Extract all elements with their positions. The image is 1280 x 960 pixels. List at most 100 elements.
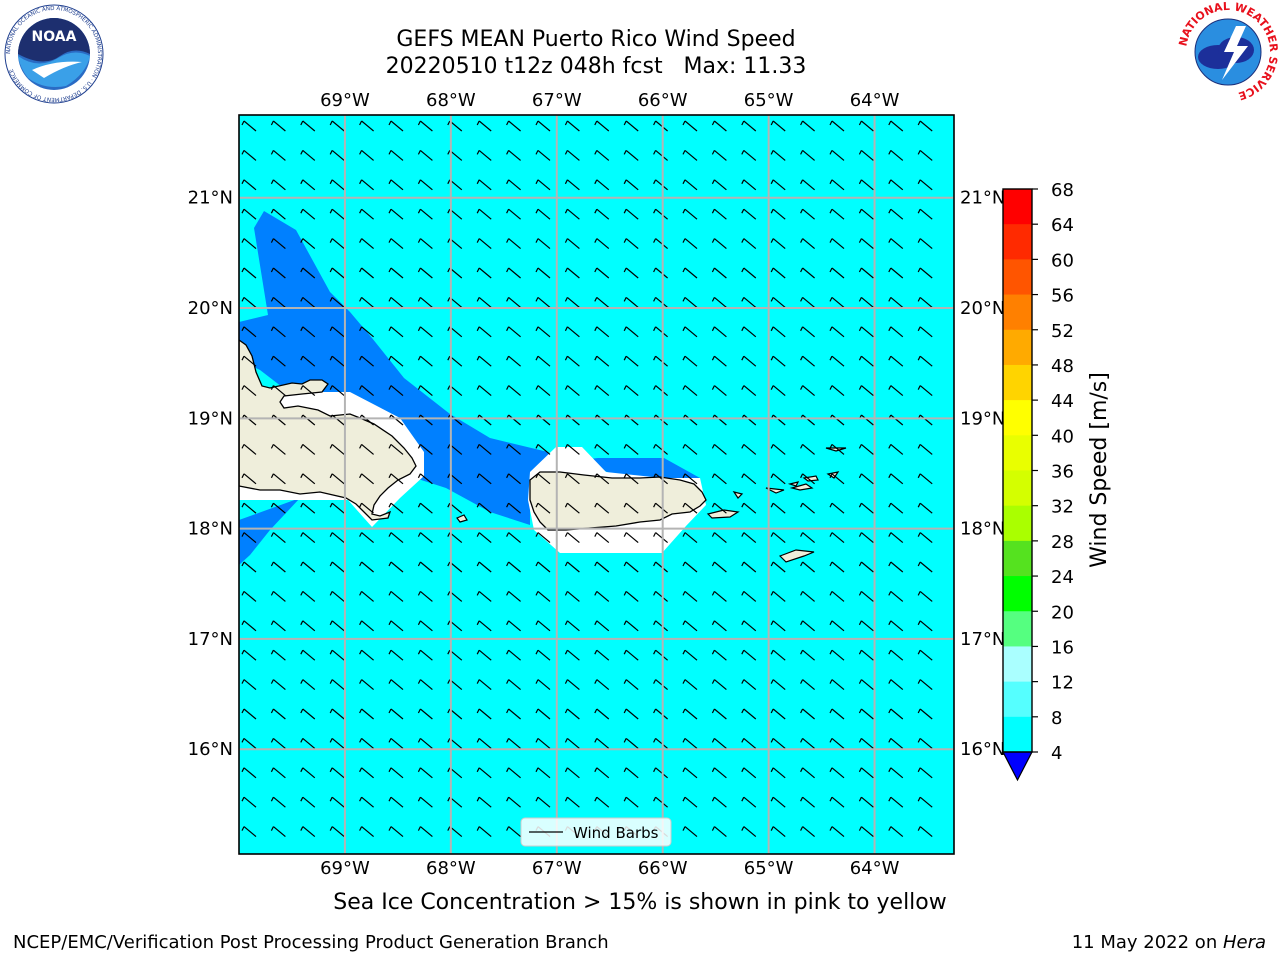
wind-barb <box>594 296 610 308</box>
wind-barb <box>623 385 639 397</box>
wind-barb <box>417 590 433 602</box>
wind-barb <box>388 708 404 720</box>
colorbar-tick-label: 28 <box>1051 532 1074 553</box>
wind-barb <box>888 238 904 250</box>
lat-label-left: 18°N <box>188 519 233 540</box>
wind-barb <box>682 502 698 514</box>
wind-barb <box>564 179 580 191</box>
wind-barb <box>359 179 374 191</box>
wind-barb <box>476 179 492 191</box>
wind-barb <box>506 561 521 573</box>
wind-barb <box>300 679 316 691</box>
wind-barb <box>682 208 698 220</box>
wind-barb <box>270 443 286 455</box>
lon-label-top: 66°W <box>638 90 688 111</box>
wind-barb <box>241 796 257 808</box>
wind-barb <box>417 296 433 308</box>
wind-barb <box>359 238 374 250</box>
wind-barb <box>829 208 845 220</box>
wind-barb <box>329 443 345 455</box>
wind-barb <box>564 767 580 779</box>
footer-host: Hera <box>1222 932 1266 953</box>
wind-barb <box>800 826 815 838</box>
wind-barb <box>476 296 492 308</box>
wind-barb <box>829 590 845 602</box>
wind-barb <box>653 679 668 691</box>
wind-barb <box>800 179 815 191</box>
wind-barb <box>682 620 698 632</box>
wind-barb <box>564 238 580 250</box>
wind-barb <box>829 767 845 779</box>
wind-barb <box>359 737 374 749</box>
wind-barb <box>682 767 698 779</box>
wind-barb <box>564 355 580 367</box>
wind-barb <box>917 679 933 691</box>
wind-barb <box>417 267 433 279</box>
wind-barb <box>506 385 521 397</box>
wind-barb <box>888 149 904 161</box>
wind-barb <box>770 355 786 367</box>
wind-barb <box>653 355 668 367</box>
wind-barb <box>770 296 786 308</box>
wind-barb <box>300 443 316 455</box>
wind-barb <box>858 796 874 808</box>
wind-barb <box>917 620 933 632</box>
wind-barb <box>653 385 668 397</box>
sea-ice-caption: Sea Ice Concentration > 15% is shown in … <box>333 890 947 915</box>
lon-label-top: 67°W <box>532 90 582 111</box>
wind-barb <box>623 149 639 161</box>
wind-barb <box>329 179 345 191</box>
wind-barb <box>711 149 727 161</box>
wind-barb <box>858 120 874 132</box>
colorbar: 68 64 60 56 52 48 44 40 36 32 28 24 20 16 12 8 4 <box>1002 180 1074 782</box>
wind-barb <box>917 296 933 308</box>
wind-barb <box>535 120 551 132</box>
wind-barb <box>770 532 786 544</box>
low-wind-region <box>239 498 300 565</box>
wind-barb <box>888 767 904 779</box>
wind-barb <box>653 796 668 808</box>
wind-barb <box>888 473 904 485</box>
wind-barb <box>270 767 286 779</box>
wind-barb <box>535 179 551 191</box>
wind-barb <box>917 208 933 220</box>
wind-barb <box>564 532 580 544</box>
wind-barb <box>653 296 668 308</box>
wind-barb <box>417 149 433 161</box>
wind-barb <box>359 679 374 691</box>
wind-barb <box>623 443 639 455</box>
wind-barb <box>388 590 404 602</box>
wind-barb <box>888 385 904 397</box>
wind-barb <box>506 737 521 749</box>
wind-barb <box>653 502 668 514</box>
lat-label-right: 21°N <box>960 188 1005 209</box>
wind-barb <box>476 737 492 749</box>
wind-barb <box>476 385 492 397</box>
chart-title: GEFS MEAN Puerto Rico Wind Speed <box>396 27 796 52</box>
colorbar-tick-label: 24 <box>1051 567 1074 588</box>
wind-barb <box>329 502 345 514</box>
wind-barb <box>741 120 757 132</box>
wind-barb <box>564 208 580 220</box>
colorbar-segment <box>1003 259 1032 296</box>
wind-barb <box>682 737 698 749</box>
wind-barb <box>535 796 551 808</box>
wind-barb <box>359 796 374 808</box>
wind-barb <box>594 708 610 720</box>
wind-barb <box>359 326 374 338</box>
wind-barb <box>623 737 639 749</box>
wind-barb <box>800 355 815 367</box>
wind-barb <box>858 737 874 749</box>
wind-barb <box>594 679 610 691</box>
wind-barb <box>829 355 845 367</box>
wind-barb <box>741 326 757 338</box>
wind-barb <box>653 179 668 191</box>
wind-barb <box>829 649 845 661</box>
wind-barb <box>535 532 551 544</box>
wind-barb <box>770 238 786 250</box>
wind-barb <box>770 208 786 220</box>
wind-barb <box>388 502 404 514</box>
wind-barb <box>476 120 492 132</box>
wind-barb <box>682 120 698 132</box>
virgin-islands <box>765 447 847 494</box>
